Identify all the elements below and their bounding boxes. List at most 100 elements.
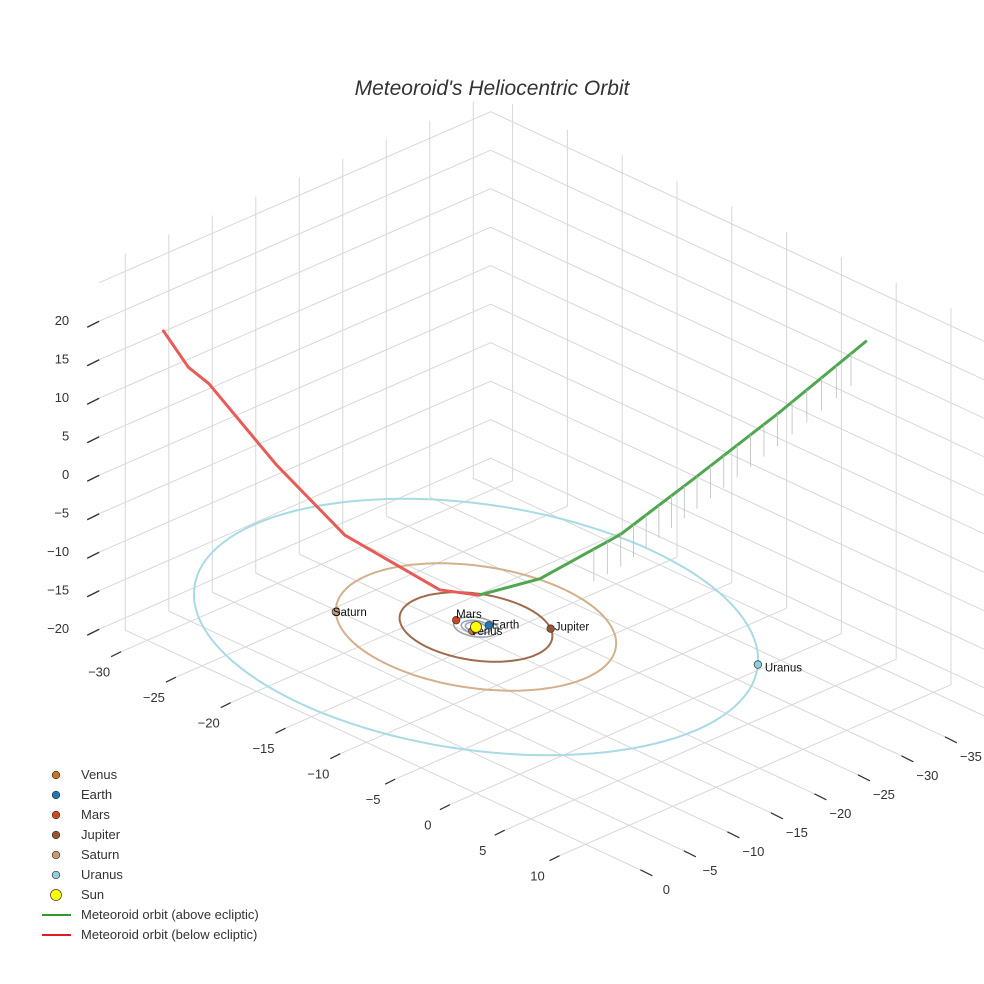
x-tick-label: 10 (530, 869, 544, 884)
y-tick-mark (640, 869, 653, 877)
mars-marker (452, 616, 461, 625)
x-tick-label: 0 (424, 818, 431, 833)
wall-grid-line (98, 303, 491, 476)
meteoroid-orbit (161, 329, 868, 597)
legend-marker (51, 830, 61, 840)
x-tick-mark (549, 855, 560, 862)
z-tick-mark (86, 474, 100, 482)
legend-item: Sun (50, 887, 104, 902)
legend-marker (50, 889, 62, 901)
floor-grid-line (285, 556, 678, 729)
wall-grid-line (490, 149, 984, 381)
wall-grid-line (98, 342, 491, 515)
z-tick-label: −5 (54, 506, 69, 521)
floor-grid-line (429, 496, 946, 738)
axis-ticks: 20 15 10 5 0 −5 −10 −15 −20 −30 −25 −20 −15 −10 −5 0 5 10… (47, 313, 982, 897)
z-tick-mark (86, 436, 100, 444)
uranus-orbit (192, 497, 760, 757)
legend-label: Venus (81, 767, 118, 782)
floor-grid-line (394, 607, 787, 780)
x-tick-mark (275, 727, 286, 734)
earth-label: Earth (492, 619, 520, 631)
saturn-marker (331, 607, 341, 617)
wall-grid-line (98, 265, 491, 438)
z-tick-label: 15 (55, 352, 69, 367)
wall-grid-line (490, 419, 984, 650)
floor-grid-line (559, 684, 952, 857)
x-tick-label: −20 (198, 716, 220, 731)
wall-grid-line (490, 111, 984, 342)
legend-label: Earth (81, 787, 112, 802)
legend-label: Uranus (81, 867, 123, 882)
z-tick-label: −10 (47, 544, 69, 559)
legend-label: Sun (81, 887, 104, 902)
floor-grid-line (168, 610, 685, 852)
jupiter-marker (546, 624, 555, 633)
uranus-marker (753, 660, 763, 669)
legend-label: Meteoroid orbit (above ecliptic) (81, 907, 259, 922)
wall-grid-line (490, 265, 984, 496)
x-tick-mark (384, 778, 396, 785)
floor-grid-line (125, 629, 641, 871)
z-tick-mark (86, 359, 100, 367)
wall-grid-line (98, 380, 491, 553)
floor-grid-line (230, 531, 623, 704)
wall-grid-line (490, 380, 984, 612)
y-tick-mark (901, 755, 914, 763)
y-tick-label: 0 (663, 882, 670, 897)
legend-label: Mars (81, 807, 110, 822)
legend-label: Saturn (81, 847, 119, 862)
wall-grid-line (490, 457, 984, 689)
legend-marker (51, 770, 61, 780)
floor-grid-line (449, 633, 842, 806)
legend-item: Saturn (51, 847, 119, 862)
planet-orbits (192, 497, 760, 757)
legend-label: Meteoroid orbit (below ecliptic) (81, 927, 257, 942)
saturn-orbit (334, 562, 618, 692)
floor-grid-line (175, 505, 568, 678)
y-tick-label: −5 (702, 863, 717, 878)
z-tick-mark (86, 397, 100, 405)
z-tick-mark (86, 551, 100, 559)
y-tick-mark (857, 774, 871, 782)
y-tick-label: −10 (742, 844, 764, 859)
z-tick-label: 0 (62, 467, 69, 482)
wall-grid-line (98, 457, 491, 630)
grid (98, 101, 984, 871)
y-tick-mark (770, 812, 784, 820)
saturn-label: Saturn (333, 607, 367, 619)
y-tick-label: −30 (916, 768, 938, 783)
y-tick-mark (727, 831, 740, 839)
legend-item: Jupiter (51, 827, 121, 842)
z-tick-label: 5 (62, 429, 69, 444)
legend-label: Jupiter (81, 827, 121, 842)
y-tick-label: −25 (873, 787, 895, 802)
wall-grid-line (98, 149, 491, 322)
legend-marker (51, 870, 61, 880)
meteoroid-orbit-below-line (161, 329, 481, 597)
legend-marker (51, 850, 61, 860)
meteoroid-orbit-above-line (477, 340, 868, 597)
wall-grid-line (490, 188, 984, 419)
x-tick-mark (439, 804, 451, 811)
legend-item: Venus (51, 767, 118, 782)
x-tick-label: −5 (366, 792, 381, 807)
uranus-label: Uranus (765, 663, 802, 675)
x-tick-label: −10 (307, 767, 329, 782)
sun-marker (470, 621, 482, 633)
z-tick-mark (86, 628, 100, 636)
legend: Venus Earth Mars Jupiter Saturn Uranus Sun Mete… (42, 767, 259, 942)
legend-item: Meteoroid orbit (above ecliptic) (42, 907, 259, 922)
jupiter-orbit (398, 591, 554, 663)
z-tick-label: 10 (55, 390, 69, 405)
wall-grid-line (490, 342, 984, 573)
floor-grid-line (342, 534, 859, 776)
y-tick-label: −15 (786, 825, 808, 840)
z-tick-mark (86, 590, 100, 598)
floor-grid-line (473, 477, 984, 717)
jupiter-label: Jupiter (555, 622, 590, 634)
floor-grid-line (299, 553, 815, 795)
x-tick-label: −15 (252, 741, 274, 756)
chart-title: Meteoroid's Heliocentric Orbit (355, 77, 631, 100)
wall-grid-line (490, 226, 984, 458)
